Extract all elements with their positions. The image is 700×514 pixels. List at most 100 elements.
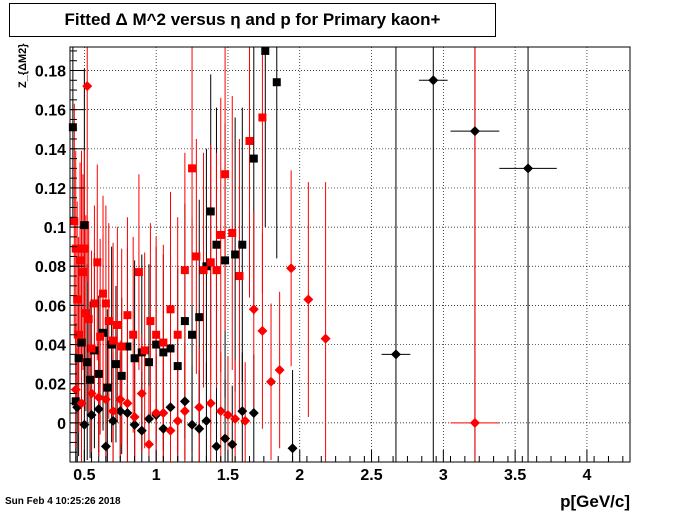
x-tick-label-1: 1 <box>152 467 161 484</box>
data-point-square <box>231 250 240 259</box>
y-tick-label-9: 0.18 <box>35 63 66 80</box>
data-point-square <box>81 309 90 318</box>
data-point-diamond <box>205 398 216 409</box>
x-tick-label-7: 4 <box>582 467 591 484</box>
data-point-diamond <box>143 413 154 424</box>
y-tick-label-4: 0.08 <box>35 259 66 276</box>
data-point-square <box>173 330 182 339</box>
data-point-square <box>159 338 168 347</box>
y-tick-label-8: 0.16 <box>35 103 66 120</box>
data-point-diamond <box>248 304 259 315</box>
data-point-square <box>87 344 96 353</box>
data-point-square <box>74 330 83 339</box>
data-point-square <box>94 369 103 378</box>
data-point-square <box>99 289 108 298</box>
data-point-diamond <box>108 415 119 426</box>
data-point-square <box>74 354 83 363</box>
error-bars <box>71 47 557 462</box>
data-point-diamond <box>194 402 205 413</box>
data-point-square <box>159 348 168 357</box>
data-point-square <box>117 342 126 351</box>
data-point-diamond <box>79 419 90 430</box>
y-tick-label-6: 0.12 <box>35 181 66 198</box>
data-point-diamond <box>143 439 154 450</box>
data-point-square <box>245 136 254 145</box>
data-point-square <box>188 330 197 339</box>
x-tick-label-2: 1.5 <box>217 467 239 484</box>
data-point-square <box>206 207 215 216</box>
markers <box>68 46 534 454</box>
axes: 0.5 1 1.5 2 2.5 3 3.5 4 0 0.02 0.04 0.06 0.08 0.1 0.12… <box>35 50 624 484</box>
data-point-square <box>199 266 208 275</box>
data-point-square <box>93 258 102 267</box>
data-point-diamond <box>274 364 285 375</box>
data-point-diamond <box>115 406 126 417</box>
data-point-square <box>86 375 95 384</box>
data-point-diamond <box>93 404 104 415</box>
data-point-diamond <box>100 441 111 452</box>
data-point-diamond <box>86 388 97 399</box>
data-point-diamond <box>227 439 238 450</box>
data-point-square <box>78 268 87 277</box>
y-tick-label-7: 0.14 <box>35 142 66 159</box>
data-point-square <box>195 313 204 322</box>
data-point-square <box>140 346 149 355</box>
data-point-square <box>152 330 161 339</box>
data-point-square <box>104 317 113 326</box>
data-point-square <box>228 228 237 237</box>
data-point-square <box>80 221 89 230</box>
data-point-diamond <box>136 388 147 399</box>
data-point-square <box>166 305 175 314</box>
data-point-diamond <box>151 408 162 419</box>
data-point-square <box>173 362 182 371</box>
data-point-square <box>76 256 85 265</box>
plot-frame <box>69 46 631 463</box>
data-point-diamond <box>523 163 534 174</box>
data-point-square <box>272 78 281 87</box>
data-point-square <box>261 46 270 55</box>
data-point-diamond <box>158 423 169 434</box>
data-point-square <box>123 342 132 351</box>
data-point-diamond <box>187 419 198 430</box>
x-tick-label-3: 2 <box>295 467 304 484</box>
data-point-diamond <box>179 406 190 417</box>
data-point-square <box>192 252 201 261</box>
data-point-diamond <box>86 410 97 421</box>
data-point-diamond <box>257 325 268 336</box>
y-tick-label-1: 0.02 <box>35 377 66 394</box>
data-point-square <box>180 266 189 275</box>
data-point-diamond <box>165 425 176 436</box>
data-point-square <box>238 240 247 249</box>
data-point-diamond <box>122 408 133 419</box>
data-point-square <box>144 358 153 367</box>
data-point-square <box>70 217 79 226</box>
data-point-square <box>68 123 77 132</box>
data-point-square <box>113 320 122 329</box>
data-point-diamond <box>122 398 133 409</box>
data-point-diamond <box>115 394 126 405</box>
x-axis-label: p[GeV/c] <box>560 492 630 511</box>
data-point-square <box>90 299 99 308</box>
data-point-square <box>166 344 175 353</box>
data-point-diamond <box>390 349 401 360</box>
data-point-square <box>258 113 267 122</box>
data-point-square <box>221 170 230 179</box>
data-point-diamond <box>240 415 251 426</box>
data-point-square <box>101 299 110 308</box>
data-point-diamond <box>136 425 147 436</box>
data-point-square <box>96 332 105 341</box>
data-point-diamond <box>194 423 205 434</box>
data-point-diamond <box>76 398 87 409</box>
data-point-diamond <box>179 396 190 407</box>
data-point-square <box>188 164 197 173</box>
y-tick-label-0: 0 <box>57 416 66 433</box>
data-point-square <box>146 317 155 326</box>
data-point-diamond <box>82 81 93 92</box>
data-point-square <box>71 244 80 253</box>
data-point-square <box>221 256 230 265</box>
data-point-square <box>73 295 82 304</box>
chart-title: Fitted Δ M^2 versus η and p for Primary … <box>9 3 496 37</box>
timestamp: Sun Feb 4 10:25:26 2018 <box>5 496 121 507</box>
grid <box>70 47 630 462</box>
